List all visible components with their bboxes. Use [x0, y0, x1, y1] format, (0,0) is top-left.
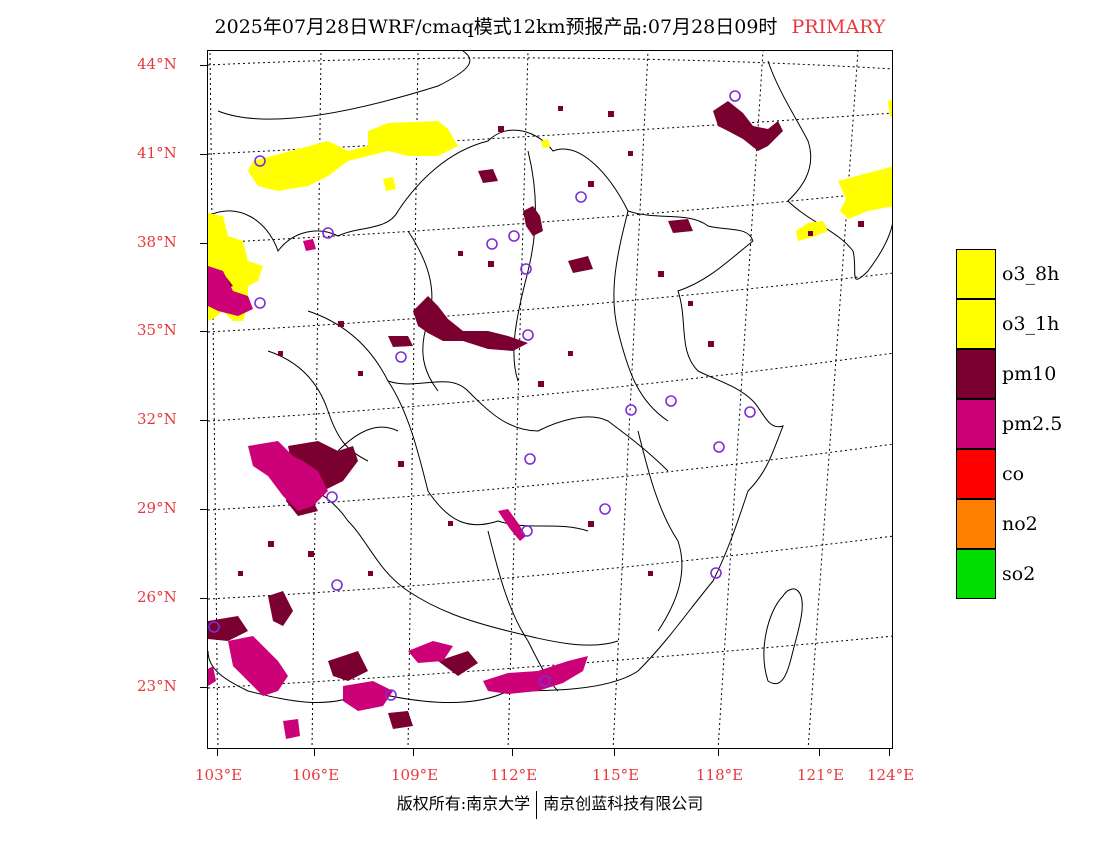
latitude-label: 41°N — [137, 144, 177, 162]
footer: 版权所有:南京大学 南京创蓝科技有限公司 — [0, 790, 1100, 819]
latitude-tick — [200, 154, 207, 155]
legend-swatch — [956, 349, 996, 399]
legend-label: so2 — [1002, 563, 1036, 585]
latitude-label: 35°N — [137, 321, 177, 339]
latitude-tick — [200, 243, 207, 244]
longitude-label: 103°E — [195, 766, 243, 784]
longitude-tick — [413, 749, 414, 756]
station-markers — [208, 90, 756, 701]
scattered-cells — [238, 106, 864, 576]
legend-swatch — [956, 399, 996, 449]
longitude-tick — [512, 749, 513, 756]
longitude-tick — [889, 749, 890, 756]
map-title-main: 2025年07月28日WRF/cmaq模式12km预报产品:07月28日09时 — [214, 16, 778, 38]
primary-tag: PRIMARY — [791, 16, 886, 38]
company-text: 南京创蓝科技有限公司 — [543, 794, 704, 813]
latitude-label: 44°N — [137, 55, 177, 73]
longitude-tick — [314, 749, 315, 756]
longitude-label: 112°E — [490, 766, 538, 784]
legend-swatch — [956, 549, 996, 599]
legend-swatch — [956, 249, 996, 299]
longitude-tick — [718, 749, 719, 756]
pm25-patches — [208, 239, 588, 739]
latitude-tick — [200, 509, 207, 510]
legend-label: pm10 — [1002, 363, 1057, 385]
longitude-label: 124°E — [867, 766, 915, 784]
latitude-tick — [200, 331, 207, 332]
legend-label: o3_8h — [1002, 263, 1060, 285]
longitude-label: 115°E — [592, 766, 640, 784]
longitude-label: 118°E — [696, 766, 744, 784]
footer-divider — [536, 790, 538, 819]
latitude-label: 29°N — [137, 499, 177, 517]
legend-label: pm2.5 — [1002, 413, 1063, 435]
copyright-text: 版权所有:南京大学 — [396, 794, 531, 813]
pm10-patches — [208, 101, 783, 729]
latitude-tick — [200, 598, 207, 599]
legend-label: o3_1h — [1002, 313, 1060, 335]
longitude-tick — [614, 749, 615, 756]
latitude-tick — [200, 65, 207, 66]
latitude-tick — [200, 687, 207, 688]
longitude-tick — [217, 749, 218, 756]
legend-swatch — [956, 299, 996, 349]
legend-label: co — [1002, 463, 1025, 485]
longitude-label: 121°E — [797, 766, 845, 784]
latitude-label: 32°N — [137, 410, 177, 428]
legend-swatch — [956, 499, 996, 549]
legend-swatch — [956, 449, 996, 499]
latitude-label: 38°N — [137, 233, 177, 251]
longitude-tick — [819, 749, 820, 756]
map-title: 2025年07月28日WRF/cmaq模式12km预报产品:07月28日09时 P… — [0, 12, 1100, 39]
map-frame — [207, 50, 893, 749]
o3-patches — [208, 99, 892, 321]
legend-label: no2 — [1002, 513, 1038, 535]
latitude-label: 26°N — [137, 588, 177, 606]
pollutant-map — [208, 51, 892, 748]
latitude-tick — [200, 420, 207, 421]
longitude-label: 106°E — [292, 766, 340, 784]
longitude-label: 109°E — [391, 766, 439, 784]
latitude-label: 23°N — [137, 677, 177, 695]
